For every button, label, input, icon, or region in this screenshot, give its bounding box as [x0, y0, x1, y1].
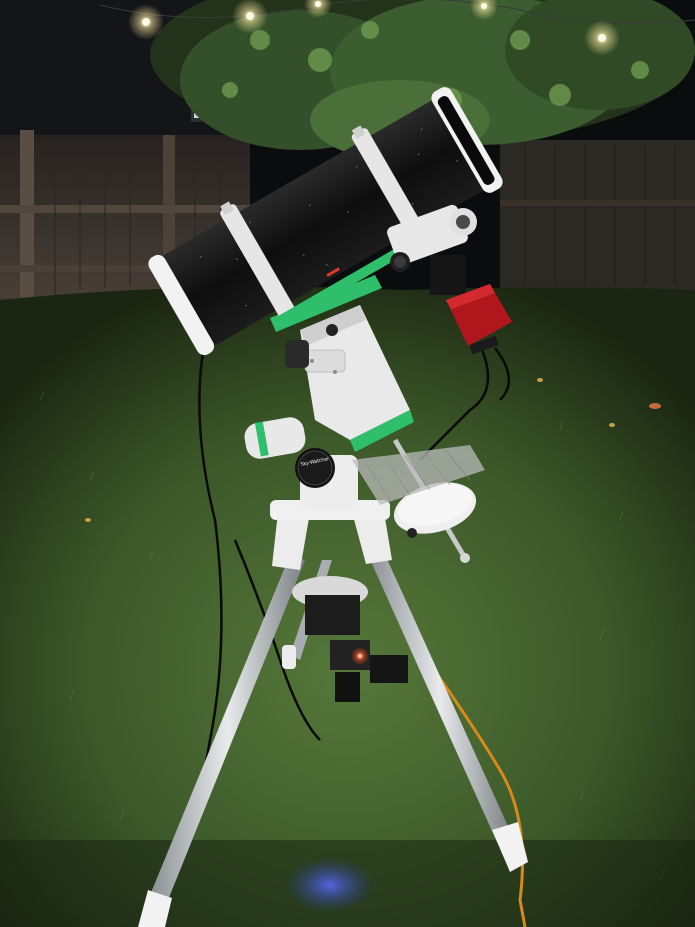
mesh-tray — [352, 445, 485, 505]
light-bulb — [304, 0, 332, 18]
blue-light-reflection — [285, 857, 375, 913]
equatorial-mount — [244, 275, 414, 520]
tripod-foot-left — [138, 890, 172, 927]
focuser — [387, 204, 468, 265]
tube-rear-ring — [148, 254, 215, 356]
tripod-foot-back — [282, 645, 296, 669]
tripod-leg-left — [150, 555, 305, 900]
focuser-and-camera — [387, 204, 512, 355]
fallen-leaves — [85, 378, 661, 522]
accessory-tray — [292, 576, 408, 702]
tube-ring-1 — [220, 204, 295, 318]
string-lights — [99, 0, 695, 56]
tripod-legs — [138, 512, 528, 927]
tripod-leg-right — [368, 548, 512, 842]
tube-ring-2 — [351, 128, 427, 242]
light-bulb — [470, 0, 498, 20]
tripod-foot-right — [492, 822, 528, 872]
telescope-optical-tube — [148, 87, 503, 356]
wooden-fence-right — [500, 140, 695, 290]
